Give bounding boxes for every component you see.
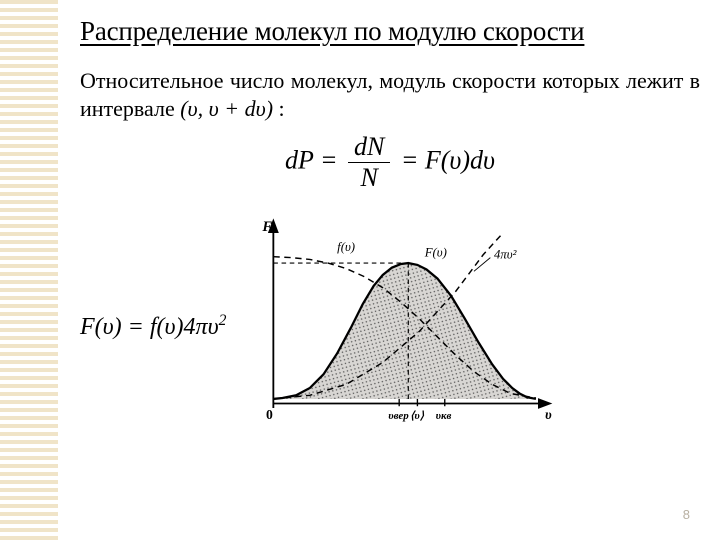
formula-numerator: dN [348, 132, 390, 163]
side-formula-exp: 2 [219, 312, 227, 329]
subtitle-text-1: Относительное число молекул, модуль скор… [80, 68, 700, 121]
x-tick-label-2: ⟨υ⟩ [411, 410, 426, 422]
subtitle-text-2: : [279, 96, 285, 121]
x-tick-label-3: υкв [436, 410, 452, 422]
interval-math: (υ, υ + dυ) [180, 96, 273, 121]
side-formula-var: υ [208, 314, 219, 340]
page-number: 8 [683, 507, 690, 522]
formula-denominator: N [348, 163, 390, 193]
page-title: Распределение молекул по модулю скорости [80, 16, 700, 47]
lower-row: F(υ) = f(υ)4πυ2 Fυ 0 υвер⟨υ⟩ υкв f(υ) F(υ) 4πυ… [80, 211, 700, 441]
side-formula-prefix: f(υ)4π [150, 314, 208, 340]
origin-label: 0 [266, 407, 273, 422]
x-tick-label-1: υвер [389, 410, 410, 422]
slide-content: Распределение молекул по модулю скорости… [80, 16, 700, 441]
formula-rhs: F(υ)dυ [425, 145, 495, 174]
parabola-label: 4πυ² [494, 248, 517, 262]
decorative-stripe [0, 0, 58, 540]
x-axis-label: υ [545, 407, 552, 422]
formula-lhs: dP [285, 145, 313, 174]
main-label: F(υ) [424, 246, 447, 260]
distribution-chart: Fυ 0 υвер⟨υ⟩ υкв f(υ) F(υ) 4πυ² [246, 211, 556, 441]
main-formula: dP = dN N = F(υ)dυ [80, 132, 700, 193]
y-axis-label: F [262, 219, 273, 235]
side-formula: F(υ) = f(υ)4πυ2 [80, 312, 226, 341]
gauss-label: f(υ) [338, 240, 356, 254]
side-formula-lhs: F(υ) [80, 314, 122, 340]
subtitle: Относительное число молекул, модуль скор… [80, 67, 700, 122]
curve-fill [274, 263, 537, 399]
